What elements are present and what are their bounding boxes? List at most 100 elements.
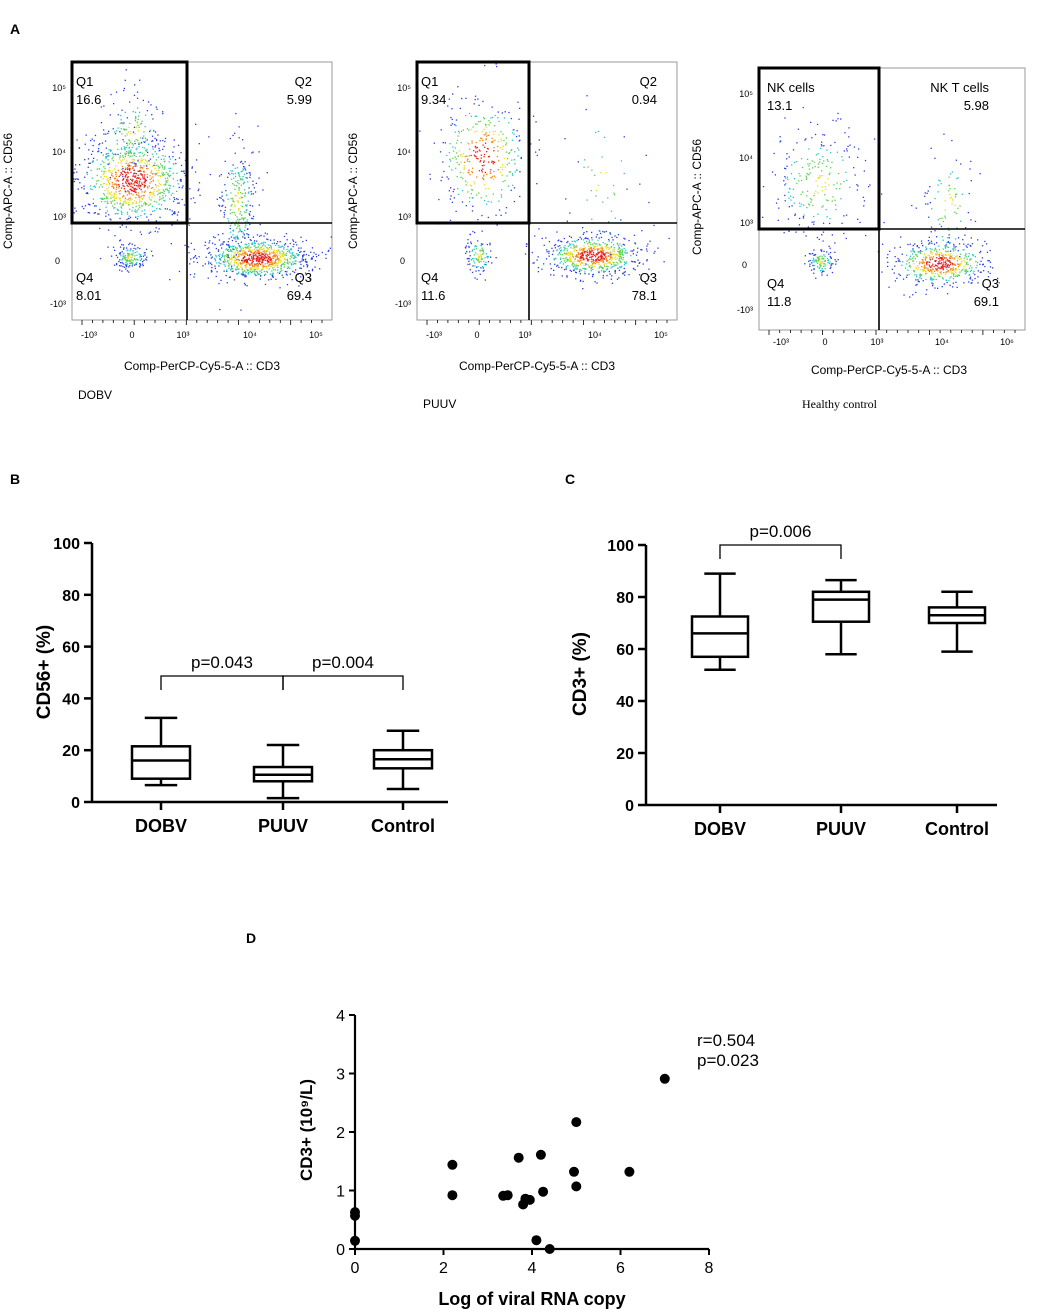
event-dot <box>243 189 246 191</box>
event-dot <box>804 255 806 257</box>
event-dot <box>603 264 605 266</box>
event-dot <box>826 159 828 161</box>
event-dot <box>140 233 143 236</box>
event-dot <box>242 262 244 264</box>
event-dot <box>314 266 316 268</box>
event-dot <box>230 170 232 172</box>
event-dot <box>215 254 217 257</box>
event-dot <box>279 271 281 273</box>
event-dot <box>229 225 231 227</box>
event-dot <box>285 273 287 275</box>
event-dot <box>897 257 899 260</box>
event-dot <box>591 248 593 250</box>
event-dot <box>232 201 234 203</box>
event-dot <box>901 264 903 266</box>
p-value-label: p=0.043 <box>191 653 253 672</box>
event-dot <box>471 249 474 251</box>
event-dot <box>580 238 583 240</box>
event-dot <box>122 170 124 172</box>
event-dot <box>134 84 136 86</box>
event-dot <box>467 191 469 193</box>
event-dot <box>252 255 255 258</box>
event-dot <box>143 131 145 133</box>
event-dot <box>822 261 824 263</box>
event-dot <box>808 260 810 262</box>
event-dot <box>608 240 610 242</box>
event-dot <box>87 211 89 214</box>
event-dot <box>597 130 600 133</box>
y-tick-label: 2 <box>336 1125 345 1142</box>
event-dot <box>137 130 139 132</box>
event-dot <box>107 229 110 231</box>
event-dot <box>236 235 239 237</box>
event-dot <box>911 204 913 207</box>
event-dot <box>553 269 555 271</box>
event-dot <box>130 248 132 250</box>
event-dot <box>131 262 134 264</box>
event-dot <box>983 270 985 272</box>
event-dot <box>485 253 488 255</box>
event-dot <box>591 169 593 171</box>
event-dot <box>103 105 105 107</box>
event-dot <box>847 145 849 147</box>
event-dot <box>932 283 934 285</box>
event-dot <box>611 241 613 244</box>
event-dot <box>623 244 626 246</box>
event-dot <box>254 191 257 193</box>
event-dot <box>571 264 573 266</box>
event-dot <box>237 250 239 253</box>
event-dot <box>915 261 918 263</box>
event-dot <box>131 143 133 145</box>
event-dot <box>602 253 604 256</box>
event-dot <box>137 124 139 126</box>
event-dot <box>244 260 246 263</box>
event-dot <box>126 199 128 201</box>
event-dot <box>127 154 129 156</box>
event-dot <box>444 142 446 144</box>
y-tick: -10³ <box>50 299 66 309</box>
event-dot <box>136 202 138 204</box>
event-dot <box>249 174 251 176</box>
event-dot <box>616 242 618 244</box>
event-dot <box>831 234 833 236</box>
event-dot <box>253 254 255 257</box>
event-dot <box>136 254 138 256</box>
event-dot <box>137 174 139 177</box>
event-dot <box>952 250 955 252</box>
x-tick: 10⁵ <box>654 330 668 340</box>
event-dot <box>811 221 813 223</box>
event-dot <box>255 263 258 266</box>
event-dot <box>117 127 119 129</box>
event-dot <box>909 255 912 257</box>
event-dot <box>125 69 127 71</box>
event-dot <box>114 133 117 135</box>
event-dot <box>622 257 625 259</box>
event-dot <box>279 241 281 243</box>
event-dot <box>208 261 210 263</box>
event-dot <box>159 149 161 152</box>
event-dot <box>632 250 634 252</box>
event-dot <box>480 254 482 256</box>
event-dot <box>120 115 122 117</box>
event-dot <box>114 178 116 180</box>
event-dot <box>178 157 181 159</box>
event-dot <box>115 130 118 132</box>
event-dot <box>251 205 254 207</box>
event-dot <box>228 265 230 267</box>
event-dot <box>139 200 141 202</box>
event-dot <box>126 270 129 272</box>
event-dot <box>120 147 123 149</box>
event-dot <box>305 258 307 260</box>
event-dot <box>610 210 613 212</box>
event-dot <box>134 165 136 167</box>
event-dot <box>583 264 585 267</box>
event-dot <box>93 140 95 142</box>
event-dot <box>122 175 124 178</box>
event-dot <box>149 130 151 133</box>
event-dot <box>305 261 308 263</box>
event-dot <box>286 260 289 262</box>
event-dot <box>580 262 582 264</box>
event-dot <box>585 268 587 270</box>
event-dot <box>813 272 815 274</box>
